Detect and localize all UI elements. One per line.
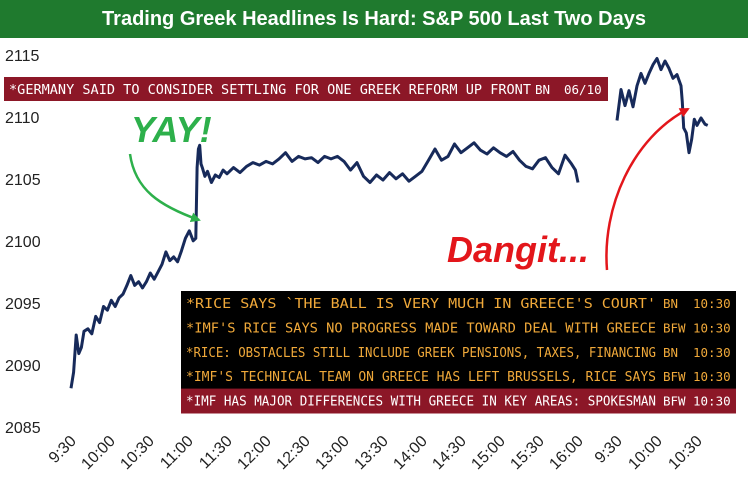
- headline-box: *RICE SAYS `THE BALL IS VERY MUCH IN GRE…: [181, 291, 736, 414]
- headline-row-bg: [181, 364, 736, 390]
- headline-row-source: BN: [663, 345, 678, 360]
- headline-row-text: *IMF'S TECHNICAL TEAM ON GREECE HAS LEFT…: [186, 369, 656, 385]
- x-tick-label: 12:00: [234, 433, 274, 473]
- headline-row-text: *IMF'S RICE SAYS NO PROGRESS MADE TOWARD…: [186, 320, 656, 336]
- y-tick-label: 2085: [5, 420, 41, 437]
- headline-row-bg: [181, 388, 736, 414]
- headline-row-text: *RICE: OBSTACLES STILL INCLUDE GREEK PEN…: [186, 345, 656, 361]
- y-tick-label: 2095: [5, 296, 41, 313]
- headline-row-text: *RICE SAYS `THE BALL IS VERY MUCH IN GRE…: [186, 296, 656, 312]
- price-series: [69, 57, 709, 389]
- headline-row-bg: [181, 291, 736, 316]
- headline-row-time: 10:30: [693, 369, 731, 384]
- headline-top-text: *GERMANY SAID TO CONSIDER SETTLING FOR O…: [9, 82, 531, 98]
- headline-row-time: 10:30: [693, 394, 731, 409]
- headline-row-source: BN: [663, 296, 678, 311]
- y-tick-label: 2110: [5, 110, 40, 127]
- y-axis-ticks: 2085 2090 2095 2100 2105 2110 2115: [5, 48, 41, 437]
- annotation-yay: YAY!: [131, 109, 212, 150]
- chart-title: Trading Greek Headlines Is Hard: S&P 500…: [0, 0, 748, 38]
- headline-row-time: 10:30: [693, 296, 731, 311]
- x-tick-label: 13:00: [312, 433, 352, 473]
- x-tick-label: 9:30: [46, 433, 80, 467]
- headline-row-source: BFW: [663, 320, 686, 335]
- x-tick-label: 10:30: [665, 433, 705, 473]
- y-tick-label: 2090: [5, 358, 41, 375]
- x-tick-label: 16:00: [546, 433, 586, 473]
- headline-top-time: 06/10: [564, 82, 602, 97]
- series-line-day-1: [69, 141, 580, 389]
- annotation-dangit: Dangit...: [447, 229, 589, 270]
- x-tick-label: 15:00: [468, 433, 508, 473]
- y-tick-label: 2105: [5, 172, 41, 189]
- x-tick-label: 10:00: [78, 433, 118, 473]
- x-tick-label: 9:30: [592, 433, 626, 467]
- x-tick-label: 14:30: [429, 433, 469, 473]
- y-tick-label: 2115: [5, 48, 40, 65]
- headline-row-time: 10:30: [693, 345, 731, 360]
- red-arrow: [605, 107, 690, 271]
- headline-row-bg: [181, 315, 736, 341]
- x-tick-label: 10:00: [625, 433, 665, 473]
- series-line-day-2: [615, 57, 709, 155]
- y-tick-label: 2100: [5, 234, 41, 251]
- x-tick-label: 12:30: [273, 433, 313, 473]
- x-tick-label: 10:30: [117, 433, 157, 473]
- headline-row-text: *IMF HAS MAJOR DIFFERENCES WITH GREECE I…: [186, 394, 656, 410]
- headline-row-source: BFW: [663, 394, 686, 409]
- headline-top-source: BN: [535, 82, 550, 97]
- headline-top-bg: [4, 77, 608, 101]
- headline-row-bg: [181, 339, 736, 365]
- headline-row-source: BFW: [663, 369, 686, 384]
- x-tick-label: 14:00: [390, 433, 430, 473]
- x-tick-label: 11:00: [157, 433, 197, 473]
- headline-row-time: 10:30: [693, 320, 731, 335]
- x-tick-label: 15:30: [507, 433, 547, 473]
- x-tick-label: 13:30: [351, 433, 391, 473]
- green-arrow: [128, 153, 201, 223]
- headline-top: *GERMANY SAID TO CONSIDER SETTLING FOR O…: [4, 77, 608, 101]
- x-tick-label: 11:30: [196, 433, 236, 473]
